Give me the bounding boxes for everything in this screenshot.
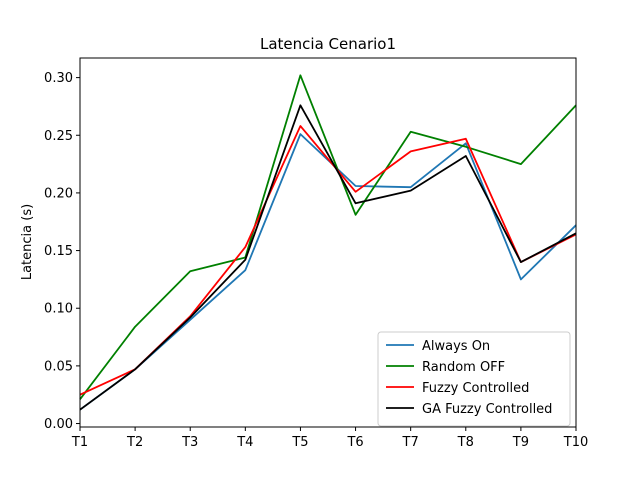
x-tick-label: T2 (126, 435, 143, 450)
y-tick-label: 0.30 (44, 71, 73, 86)
y-axis-label: Latencia (s) (20, 204, 35, 280)
series-lines (79, 74, 577, 411)
series-line-4 (79, 104, 577, 411)
legend-label: Random OFF (422, 360, 505, 375)
y-tick-label: 0.10 (44, 302, 73, 317)
x-tick-label: T9 (512, 435, 529, 450)
y-tick-label: 0.00 (44, 417, 73, 432)
legend-label: Always On (422, 339, 490, 354)
series-line-2 (79, 74, 577, 400)
x-tick-label: T6 (346, 435, 363, 450)
legend: Always On Random OFF Fuzzy Controlled GA Fu… (377, 331, 571, 427)
y-tick-label: 0.05 (44, 359, 73, 374)
y-tick-label: 0.15 (44, 244, 73, 259)
x-tick-label: T7 (402, 435, 419, 450)
x-tick-label: T3 (181, 435, 198, 450)
legend-box (377, 331, 571, 427)
chart-title: Latencia Cenario1 (260, 35, 396, 53)
legend-label: Fuzzy Controlled (422, 381, 529, 396)
axis-ticks: T1 T2 T3 T4 T5 T6 T7 T8 T9 T10 0.00 0.05 0.10 0.15 0.2… (44, 71, 588, 450)
x-tick-label: T1 (71, 435, 88, 450)
x-tick-label: T5 (291, 435, 308, 450)
x-tick-label: T10 (563, 435, 588, 450)
legend-label: GA Fuzzy Controlled (422, 402, 552, 417)
y-tick-label: 0.20 (44, 186, 73, 201)
x-tick-label: T4 (236, 435, 253, 450)
x-tick-label: T8 (457, 435, 474, 450)
y-tick-label: 0.25 (44, 129, 73, 144)
plot-frame (79, 57, 577, 428)
